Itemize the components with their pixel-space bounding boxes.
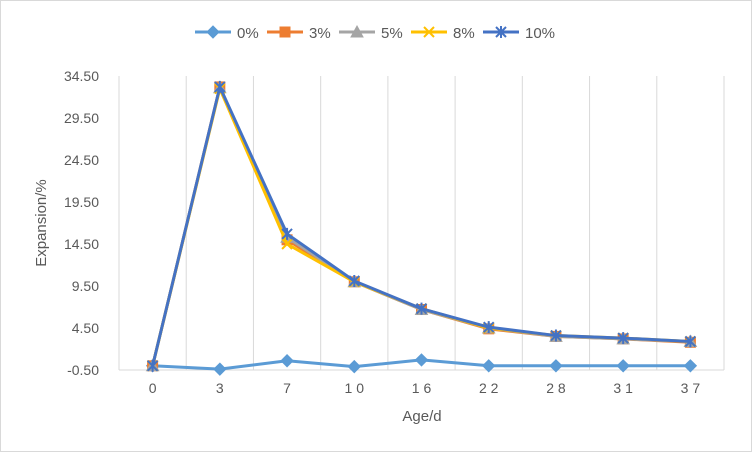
series-5-pct: [145, 80, 698, 372]
x-tick-label: 1 0: [345, 380, 365, 396]
series-line: [151, 87, 691, 367]
x-tick-label: 0: [149, 380, 157, 396]
data-point-marker: [495, 26, 507, 38]
data-point-marker: [684, 335, 697, 348]
data-point-marker: [213, 362, 227, 376]
y-tick-label: 24.50: [64, 152, 99, 168]
legend-label: 5%: [381, 25, 403, 42]
data-point-marker: [549, 359, 563, 373]
data-point-marker: [683, 359, 698, 373]
x-tick-label: 3: [216, 380, 224, 396]
series-0-pct: [145, 353, 698, 376]
axes: 34.50 29.50 24.50 19.50 14.50 9.50 4.50 -0.50 0 3…: [64, 68, 724, 396]
data-point-marker: [281, 227, 293, 240]
data-point-marker: [280, 354, 294, 368]
legend-label: 3%: [309, 25, 331, 42]
x-tick-label: 1 6: [412, 380, 432, 396]
series-line: [151, 86, 691, 367]
data-point-marker: [482, 359, 496, 373]
y-tick-label: 4.50: [72, 320, 99, 336]
x-tick-label: 7: [283, 380, 291, 396]
legend-item: 0%: [195, 25, 259, 42]
y-tick-label: 29.50: [64, 110, 99, 126]
y-tick-label: 34.50: [64, 68, 99, 84]
y-tick-label: 14.50: [64, 236, 99, 252]
x-tick-label: 3 7: [681, 380, 701, 396]
legend-label: 0%: [237, 25, 259, 42]
series-line: [151, 85, 691, 367]
data-point-marker: [423, 26, 435, 38]
y-axis-title: Expansion/%: [33, 179, 50, 267]
data-point-marker: [617, 332, 629, 345]
data-point-marker: [550, 329, 562, 342]
y-tick-label: -0.50: [67, 362, 99, 378]
y-tick-label: 19.50: [64, 194, 99, 210]
data-point-marker: [483, 321, 495, 334]
legend: 0% 3% 5% 8% 10%: [195, 24, 555, 42]
legend-item: 5%: [339, 24, 403, 42]
gridlines: [118, 76, 725, 370]
x-tick-label: 2 8: [546, 380, 566, 396]
x-axis-title: Age/d: [402, 408, 441, 425]
data-point-marker: [214, 80, 226, 93]
data-point-marker: [146, 359, 159, 372]
data-point-marker: [281, 238, 293, 250]
data-point-marker: [279, 26, 291, 38]
data-point-marker: [415, 302, 428, 315]
legend-item: 3%: [267, 25, 331, 42]
data-point-marker: [350, 24, 364, 38]
legend-item: 10%: [483, 25, 555, 42]
series-line: [151, 85, 691, 367]
data-point-marker: [414, 353, 429, 367]
series-3-pct: [147, 81, 696, 372]
data-point-marker: [206, 25, 220, 39]
x-tick-label: 3 1: [613, 380, 633, 396]
series-8-pct: [146, 82, 697, 372]
legend-label: 10%: [525, 25, 555, 42]
data-point-marker: [347, 359, 361, 374]
legend-item: 8%: [411, 25, 475, 42]
data-point-marker: [616, 359, 630, 373]
legend-label: 8%: [453, 25, 475, 42]
series-layer: [145, 80, 698, 376]
data-point-marker: [348, 274, 360, 287]
x-tick-label: 2 2: [479, 380, 499, 396]
y-tick-label: 9.50: [72, 278, 99, 294]
series-10-pct: [146, 80, 697, 372]
